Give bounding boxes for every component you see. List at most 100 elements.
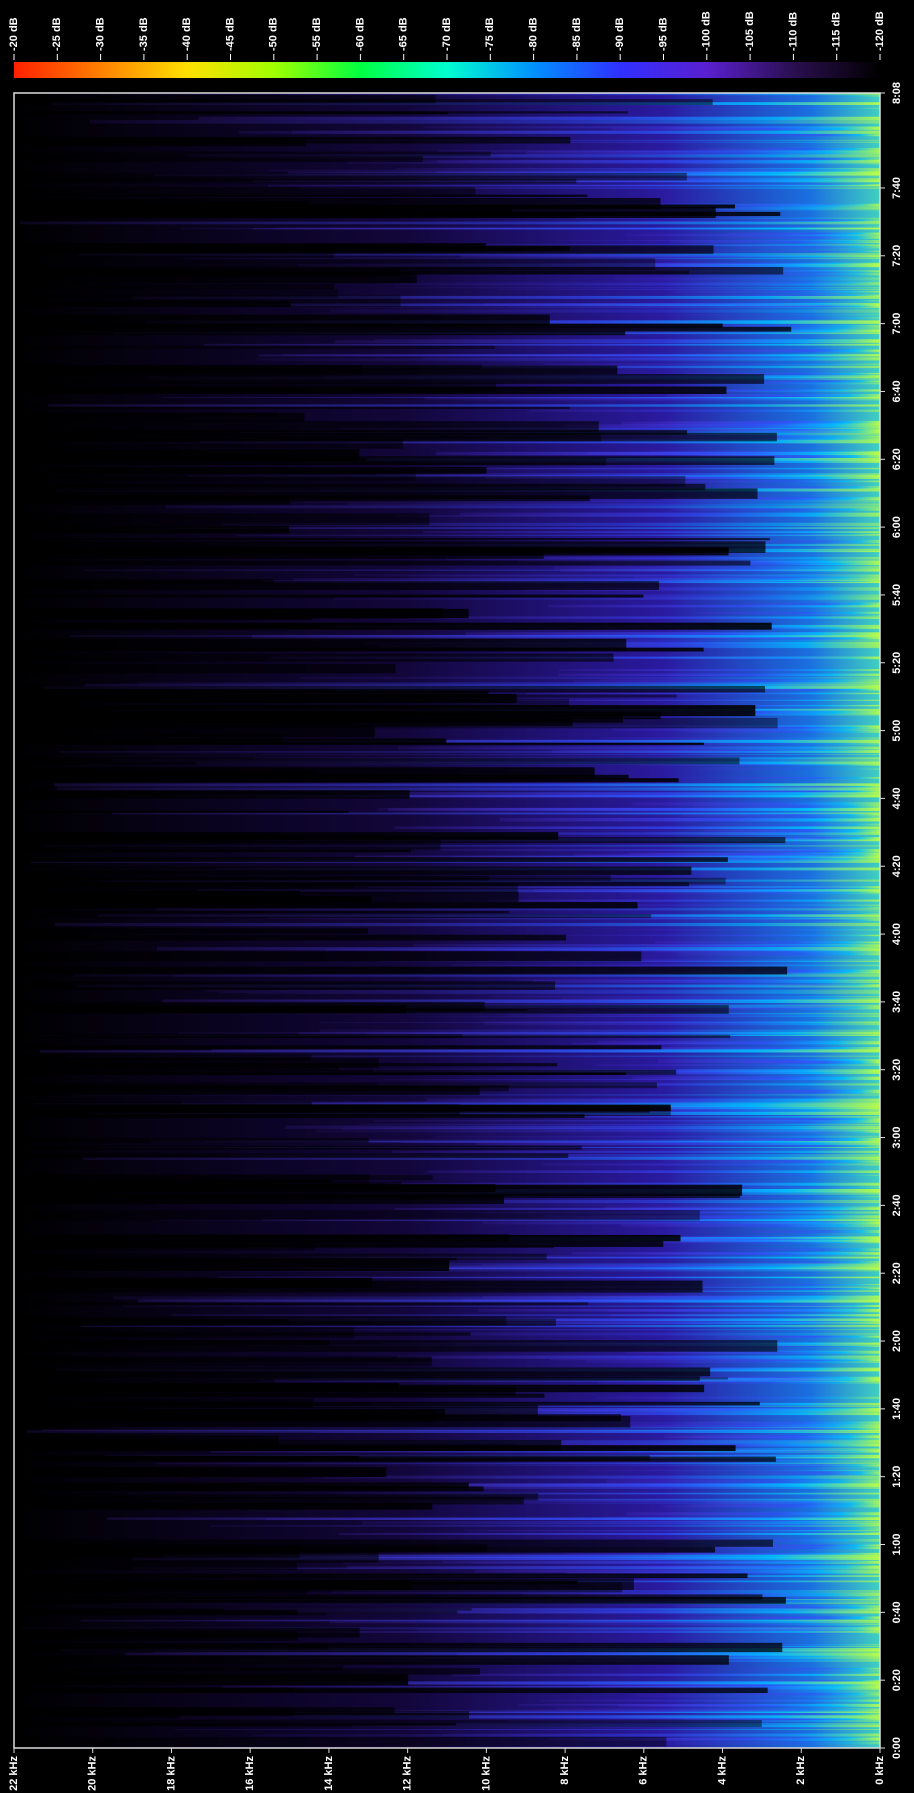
spectrogram-streak (530, 1444, 880, 1445)
y-tick-label: 3:40 (891, 991, 903, 1013)
spectrogram-streak (517, 979, 880, 981)
spectrogram-streak (601, 679, 880, 680)
spectrogram-streak (750, 1633, 880, 1634)
spectrogram-streak (81, 1620, 880, 1622)
spectrogram-streak (70, 635, 880, 637)
spectrogram-streak (302, 1329, 880, 1330)
spectrogram-dark-band (14, 914, 651, 918)
spectrogram-streak (319, 1022, 880, 1023)
colorbar-tick-label: -50 dB (268, 17, 280, 51)
spectrogram-streak (749, 1145, 880, 1147)
spectrogram-dark-band (14, 639, 626, 650)
spectrogram-dark-band (14, 1574, 748, 1579)
spectrogram-dark-band (14, 1674, 408, 1685)
spectrogram-dark-band (14, 928, 368, 934)
spectrogram-streak (300, 677, 880, 679)
x-tick-label: 22 kHz (8, 1756, 20, 1791)
x-tick-label: 16 kHz (244, 1756, 256, 1791)
spectrogram-dark-band (14, 653, 614, 661)
colorbar-tick-label: -105 dB (744, 11, 756, 51)
spectrogram-streak (732, 906, 880, 908)
spectrogram-streak (664, 1436, 880, 1438)
spectrogram-dark-band (14, 891, 300, 896)
spectrogram-dark-band (14, 366, 617, 374)
spectrogram-streak (460, 513, 880, 516)
spectrogram-streak (342, 307, 880, 308)
spectrogram-dark-band (14, 295, 401, 306)
spectrogram-streak (731, 581, 880, 582)
spectrogram-streak (741, 602, 880, 605)
spectrogram-streak (162, 397, 880, 398)
spectrogram-streak (704, 829, 880, 832)
spectrogram-streak (742, 919, 880, 921)
spectrogram-dark-band (14, 1085, 509, 1091)
spectrogram-dark-band (14, 595, 643, 598)
spectrogram-streak (702, 1038, 880, 1039)
spectrogram-dark-band (14, 835, 285, 840)
spectrogram-dark-band (14, 758, 739, 765)
spectrogram-streak (728, 233, 880, 235)
spectrogram-streak (741, 301, 880, 302)
spectrogram-streak (736, 1671, 880, 1672)
spectrogram-streak (598, 1381, 880, 1383)
spectrogram-dark-band (14, 1358, 432, 1367)
spectrogram-streak (442, 117, 880, 118)
spectrogram-streak (704, 1138, 880, 1141)
spectrogram-streak (498, 289, 880, 290)
colorbar-tick-label: -120 dB (874, 11, 886, 51)
spectrogram-dark-band (14, 967, 787, 975)
spectrogram-streak (398, 746, 880, 749)
spectrogram-dark-band (14, 935, 566, 941)
spectrogram-streak (443, 1733, 880, 1735)
spectrogram-streak (599, 737, 880, 739)
spectrogram-streak (741, 1323, 880, 1324)
spectrogram-streak (330, 309, 880, 312)
spectrogram-streak (730, 1699, 880, 1700)
spectrogram-streak (347, 504, 880, 505)
spectrogram-streak (483, 1296, 880, 1299)
spectrogram-dark-band (14, 882, 689, 886)
spectrogram-streak (730, 777, 880, 778)
spectrogram-dark-band (14, 284, 334, 289)
spectrogram-streak (719, 1360, 880, 1361)
spectrogram-dark-band (14, 1665, 343, 1670)
spectrogram-dark-band (14, 902, 638, 908)
spectrogram-streak (741, 1248, 880, 1251)
spectrogram-streak (392, 1151, 880, 1153)
y-tick-label: 5:20 (891, 652, 903, 674)
spectrogram-streak (342, 1128, 880, 1130)
spectrogram-streak (565, 1553, 880, 1554)
spectrogram-streak (249, 993, 880, 994)
spectrogram-streak (675, 1606, 880, 1607)
spectrogram-streak (745, 134, 880, 136)
spectrogram-dark-band (14, 1585, 307, 1595)
colorbar-tick-label: -30 dB (95, 17, 107, 51)
spectrogram-streak (726, 1187, 880, 1188)
spectrogram-streak (540, 1700, 880, 1702)
spectrogram-dark-band (14, 449, 359, 461)
spectrogram-dark-band (14, 1628, 360, 1638)
colorbar-tick-label: -60 dB (354, 17, 366, 51)
spectrogram-dark-band (14, 374, 764, 384)
spectrogram-streak (597, 1064, 880, 1066)
spectrogram-dark-band (14, 981, 555, 990)
spectrogram-streak (662, 1505, 880, 1508)
spectrogram-dark-band (14, 1146, 582, 1150)
spectrogram-streak (368, 1561, 880, 1562)
spectrogram-dark-band (14, 609, 469, 618)
spectrogram-dark-band (14, 1688, 293, 1693)
spectrogram-dark-band (14, 331, 625, 335)
spectrogram-dark-band (14, 95, 436, 103)
spectrogram-streak (723, 984, 880, 986)
spectrogram-dark-band (14, 245, 714, 253)
y-tick-label: 2:00 (891, 1330, 903, 1352)
spectrogram-streak (721, 317, 880, 319)
spectrogram-streak (743, 1061, 880, 1064)
spectrogram-streak (693, 657, 880, 659)
spectrogram-streak (423, 531, 880, 533)
spectrogram-dark-band (14, 346, 495, 349)
spectrogram-streak (326, 949, 880, 951)
colorbar-tick-label: -110 dB (787, 12, 799, 51)
y-tick-label: 3:20 (891, 1059, 903, 1081)
spectrogram-dark-band (14, 1319, 556, 1326)
